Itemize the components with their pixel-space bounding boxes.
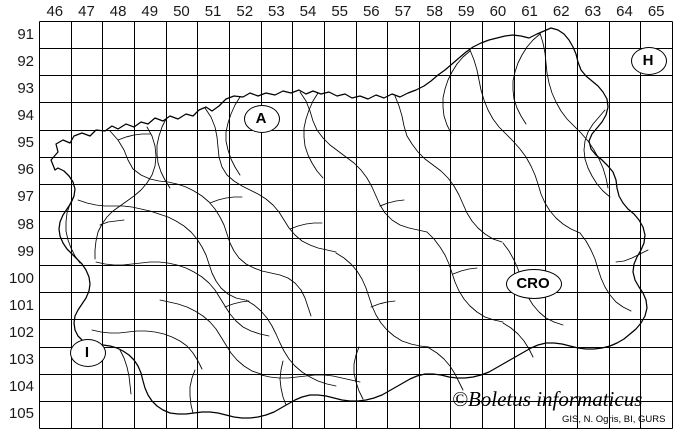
country-label-ellipse-hungary	[631, 47, 667, 75]
row-label-93: 93	[17, 79, 34, 97]
row-label-96: 96	[17, 161, 34, 179]
column-label-53: 53	[268, 3, 285, 20]
column-label-65: 65	[647, 3, 665, 20]
row-label-91: 91	[17, 25, 34, 43]
column-label-61: 61	[521, 3, 538, 20]
slovenia-border	[50, 27, 648, 419]
country-code-croatia: CRO	[516, 274, 550, 292]
column-label-47: 47	[78, 3, 95, 20]
row-label-92: 92	[17, 52, 34, 70]
row-label-100: 100	[8, 269, 34, 287]
utm-grid	[38, 20, 674, 430]
column-label-50: 50	[173, 3, 190, 20]
copyright-text: ©Boletus informaticus	[452, 387, 643, 411]
country-label-ellipse-italy	[70, 339, 106, 367]
column-label-63: 63	[584, 3, 602, 20]
row-label-104: 104	[8, 378, 34, 396]
column-label-46: 46	[46, 3, 64, 20]
country-code-hungary: H	[642, 51, 654, 69]
row-label-101: 101	[8, 296, 34, 314]
row-label-105: 105	[8, 405, 34, 423]
row-label-95: 95	[17, 134, 34, 152]
column-label-51: 51	[204, 3, 222, 20]
country-code-italy: I	[84, 343, 90, 361]
country-label-ellipse-croatia	[506, 269, 562, 299]
country-code-austria: A	[255, 109, 267, 127]
column-label-58: 58	[426, 3, 443, 20]
column-label-56: 56	[362, 3, 380, 20]
column-label-49: 49	[141, 3, 159, 20]
column-label-48: 48	[109, 3, 127, 20]
row-label-97: 97	[17, 188, 34, 206]
row-label-98: 98	[17, 215, 34, 233]
column-label-55: 55	[331, 3, 348, 20]
column-label-62: 62	[552, 3, 570, 20]
credits-text: GIS, N. Ogris, BI, GURS	[562, 414, 666, 425]
column-label-59: 59	[457, 3, 475, 20]
country-label-ellipse-austria	[244, 105, 280, 133]
column-label-52: 52	[236, 3, 254, 20]
row-label-102: 102	[8, 324, 34, 342]
column-label-57: 57	[394, 3, 412, 20]
row-label-99: 99	[17, 242, 34, 260]
column-label-54: 54	[299, 3, 317, 20]
column-label-60: 60	[489, 3, 507, 20]
column-label-64: 64	[616, 3, 633, 20]
row-label-94: 94	[17, 106, 34, 124]
row-label-103: 103	[8, 351, 34, 369]
